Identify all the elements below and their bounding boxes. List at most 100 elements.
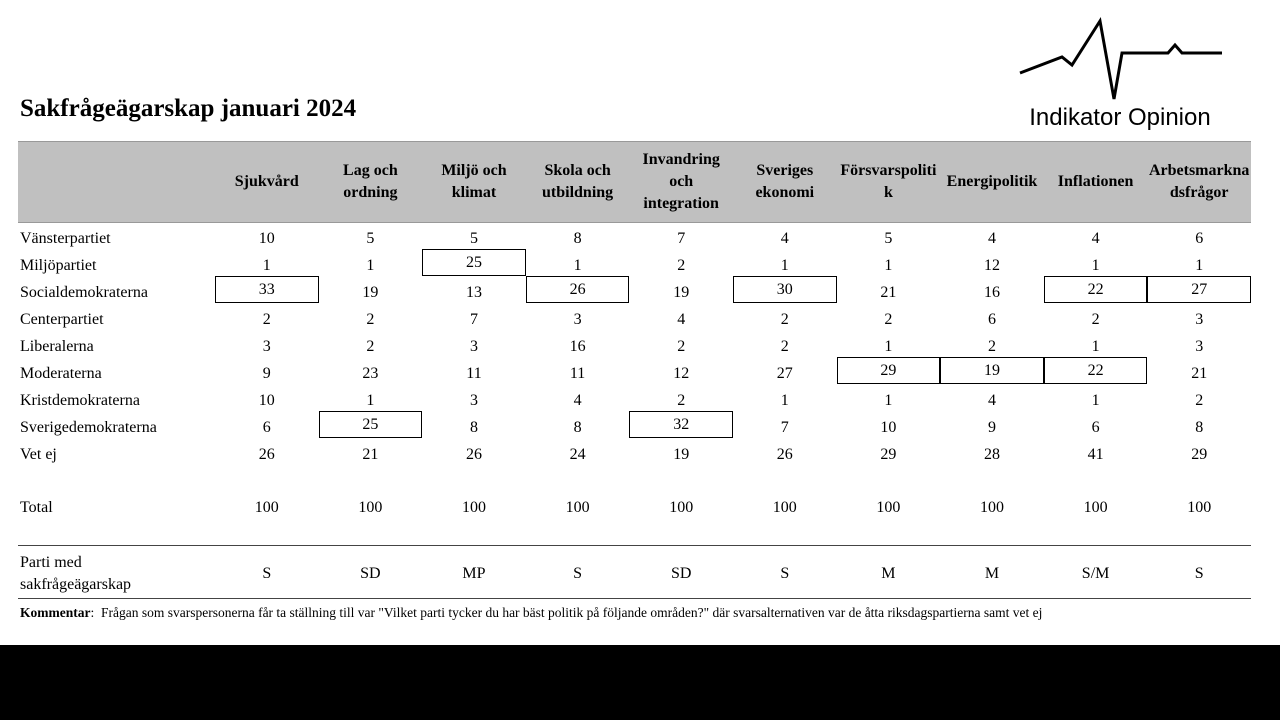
- highlighted-value: 32: [629, 411, 733, 438]
- row-label: Sverigedemokraterna: [20, 418, 157, 436]
- row-label: Centerpartiet: [20, 310, 104, 328]
- value: 3: [573, 310, 582, 328]
- highlighted-value: 19: [940, 357, 1044, 384]
- value: 28: [983, 445, 1000, 463]
- logo: Indikator Opinion: [1019, 16, 1222, 131]
- column-header: Miljö och klimat: [441, 161, 507, 201]
- value: 1: [884, 256, 893, 274]
- column-header: Sveriges ekonomi: [755, 161, 815, 201]
- highlighted-value: 22: [1043, 357, 1148, 384]
- value: 26: [465, 445, 482, 463]
- value: 1: [884, 337, 893, 355]
- value: 9: [987, 418, 996, 436]
- value: 27: [776, 364, 793, 382]
- total-value: 100: [358, 498, 383, 516]
- total-value: 100: [876, 498, 901, 516]
- total-value: 100: [1083, 498, 1108, 516]
- row-label: Parti med sakfrågeägarskap: [20, 554, 132, 593]
- value: 10: [258, 391, 275, 409]
- value: 7: [780, 418, 789, 436]
- row-label: Kristdemokraterna: [20, 391, 140, 409]
- value: 1: [1091, 391, 1100, 409]
- value: 23: [362, 364, 379, 382]
- total-value: 100: [1187, 498, 1212, 516]
- value: 4: [573, 391, 582, 409]
- highlighted-value: 33: [215, 276, 319, 303]
- rule: [18, 598, 1251, 599]
- value: 4: [1091, 229, 1100, 247]
- value: 3: [1195, 337, 1204, 355]
- value: 2: [780, 310, 789, 328]
- value: 10: [880, 418, 897, 436]
- header-band: [18, 141, 1251, 223]
- value: 2: [677, 256, 686, 274]
- owner-value: S: [1194, 565, 1204, 582]
- value: 3: [262, 337, 271, 355]
- title: Sakfrågeägarskap januari 2024: [20, 95, 357, 122]
- row-label: Miljöpartiet: [20, 256, 97, 274]
- column-header: Lag och ordning: [343, 161, 398, 201]
- value: 12: [983, 256, 1000, 274]
- value: 5: [366, 229, 375, 247]
- value: 2: [366, 337, 375, 355]
- value: 26: [776, 445, 793, 463]
- value: 1: [1091, 256, 1100, 274]
- owner-value: S: [780, 565, 790, 582]
- highlighted-value: 22: [1043, 276, 1148, 303]
- table: Sjukvård Lag och ordning Miljö och klimat S…: [20, 150, 1251, 593]
- value: 2: [1091, 310, 1100, 328]
- value: 2: [262, 310, 271, 328]
- value: 16: [983, 283, 1000, 301]
- owner-value: MP: [462, 565, 486, 582]
- value: 1: [366, 256, 375, 274]
- value: 8: [573, 229, 582, 247]
- value: 21: [1191, 364, 1208, 382]
- value: 4: [780, 229, 789, 247]
- total-value: 100: [979, 498, 1004, 516]
- owner-value: SD: [360, 565, 381, 582]
- column-header: Sjukvård: [234, 172, 299, 190]
- rule: [18, 545, 1251, 546]
- value: 9: [262, 364, 271, 382]
- value: 1: [573, 256, 582, 274]
- value: 1: [1195, 256, 1204, 274]
- value: 1: [1091, 337, 1100, 355]
- total-value: 100: [461, 498, 486, 516]
- logo-line: [1019, 16, 1222, 100]
- column-header: Försvarspolitik: [840, 161, 937, 201]
- owner-value: M: [984, 565, 1000, 582]
- value: 41: [1087, 445, 1104, 463]
- value: 2: [366, 310, 375, 328]
- value: 11: [466, 364, 482, 382]
- column-header: Invandring och integration: [642, 150, 720, 212]
- column-header: Energipolitik: [946, 172, 1038, 190]
- owner-value: S: [573, 565, 583, 582]
- owner-value: SD: [670, 565, 692, 582]
- value: 16: [569, 337, 586, 355]
- value: 8: [469, 418, 478, 436]
- value: 19: [673, 283, 690, 301]
- value: 13: [465, 283, 482, 301]
- value: 7: [677, 229, 686, 247]
- value: 2: [987, 337, 996, 355]
- value: 19: [673, 445, 690, 463]
- value: 5: [469, 229, 478, 247]
- column-header: Arbetsmarknadsfrågor: [1148, 161, 1250, 201]
- value: 24: [569, 445, 586, 463]
- row-label: Moderaterna: [20, 364, 102, 382]
- value: 2: [677, 391, 686, 409]
- highlighted-value: 30: [733, 276, 837, 303]
- value: 2: [677, 337, 686, 355]
- value: 3: [1195, 310, 1204, 328]
- column-header: Skola och utbildning: [542, 161, 614, 201]
- row-label: Total: [20, 498, 53, 516]
- value: 6: [987, 310, 996, 328]
- logo-text: Indikator Opinion: [1029, 104, 1210, 131]
- value: 8: [573, 418, 582, 436]
- value: 2: [780, 337, 789, 355]
- owner-value: M: [881, 565, 896, 582]
- value: 29: [1191, 445, 1208, 463]
- row-label: Vet ej: [20, 445, 57, 463]
- value: 5: [884, 229, 893, 247]
